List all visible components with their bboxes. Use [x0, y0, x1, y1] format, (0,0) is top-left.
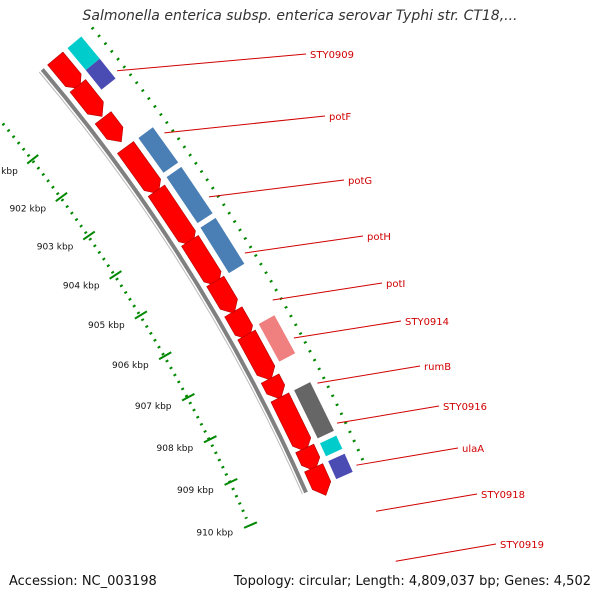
gene-leader-line [272, 282, 383, 301]
cds-arrow [237, 329, 276, 381]
cog-block [319, 435, 343, 457]
ruler-tick [55, 192, 68, 202]
ruler-tick [224, 478, 238, 486]
gene-leader-line [208, 179, 345, 198]
cog-block [258, 315, 296, 362]
cog-block [294, 382, 334, 439]
gene-leader-line [375, 493, 478, 512]
gene-leader-line [395, 543, 497, 562]
gene-leader-line [336, 405, 440, 424]
gene-label-STY0909: STY0909 [310, 50, 354, 61]
ruler-tick-label: 907 kbp [135, 402, 172, 412]
cog-block [166, 166, 213, 224]
gene-label-ulaA: ulaA [462, 444, 484, 455]
gene-label-STY0916: STY0916 [443, 402, 487, 413]
ruler-tick [26, 154, 39, 165]
gene-leader-line [293, 320, 402, 339]
cds-arrow [47, 51, 82, 89]
gene-label-potG: potG [348, 176, 372, 187]
ruler-tick-label: 904 kbp [63, 281, 100, 291]
gene-label-potI: potI [386, 279, 405, 290]
cog-track [67, 36, 353, 480]
ruler-tick-label: 902 kbp [9, 204, 46, 214]
gene-leader-line [164, 115, 326, 134]
ruler-dots [0, 117, 248, 520]
cog-block [200, 217, 245, 274]
ruler: 901 kbp 902 kbp 903 kbp 904 kbp 905 kbp 906 k… [0, 26, 367, 539]
ruler-tick [181, 392, 195, 402]
backbone-outer [40, 68, 308, 494]
backbone-inner [38, 71, 303, 495]
backbone [38, 68, 308, 495]
cds-arrow [260, 373, 286, 400]
ruler-tick [109, 270, 122, 280]
gene-label-STY0919: STY0919 [500, 540, 544, 551]
accession-text: Accession: NC_003198 [9, 574, 157, 589]
cds-arrow [304, 463, 332, 496]
ruler-tick-label: 909 kbp [177, 486, 214, 496]
ruler-tick-label: 906 kbp [112, 361, 149, 371]
ruler-tick-label: 901 kbp [0, 167, 18, 177]
ruler-tick-label: 908 kbp [157, 444, 194, 454]
ruler-tick-label: 903 kbp [37, 242, 74, 252]
cds-arrow [295, 443, 321, 472]
cds-arrow [117, 141, 161, 194]
cds-arrow [94, 111, 124, 143]
ruler-tick-label: 905 kbp [88, 321, 125, 331]
gene-leader-line [356, 447, 459, 466]
ruler-tick [243, 521, 258, 529]
cds-arrow [270, 392, 312, 453]
ruler-tick [203, 435, 217, 444]
gene-labels: STY0909 potF potG potH potI STY0914 rumB STY091… [117, 50, 544, 562]
ruler-tick [134, 310, 148, 320]
cds-arrow [69, 79, 104, 117]
cog-block [328, 453, 353, 480]
map-title: Salmonella enterica subsp. enterica sero… [82, 8, 518, 24]
gene-label-STY0914: STY0914 [405, 317, 449, 328]
ruler-tick-label: 910 kbp [196, 529, 233, 539]
cog-block [67, 36, 100, 71]
cds-track [47, 51, 332, 496]
gene-label-potF: potF [329, 112, 351, 123]
gene-label-rumB: rumB [424, 362, 451, 373]
ruler-tick [82, 230, 96, 241]
cds-arrow [206, 275, 238, 314]
gene-label-STY0918: STY0918 [481, 490, 525, 501]
ruler-tick [158, 351, 172, 361]
cog-block [138, 127, 179, 173]
gene-leader-line [117, 53, 307, 72]
cog-block [85, 58, 116, 90]
gene-leader-line [317, 365, 421, 384]
gene-leader-line [244, 235, 364, 254]
gene-label-potH: potH [367, 232, 391, 243]
summary-text: Topology: circular; Length: 4,809,037 bp… [233, 574, 591, 589]
